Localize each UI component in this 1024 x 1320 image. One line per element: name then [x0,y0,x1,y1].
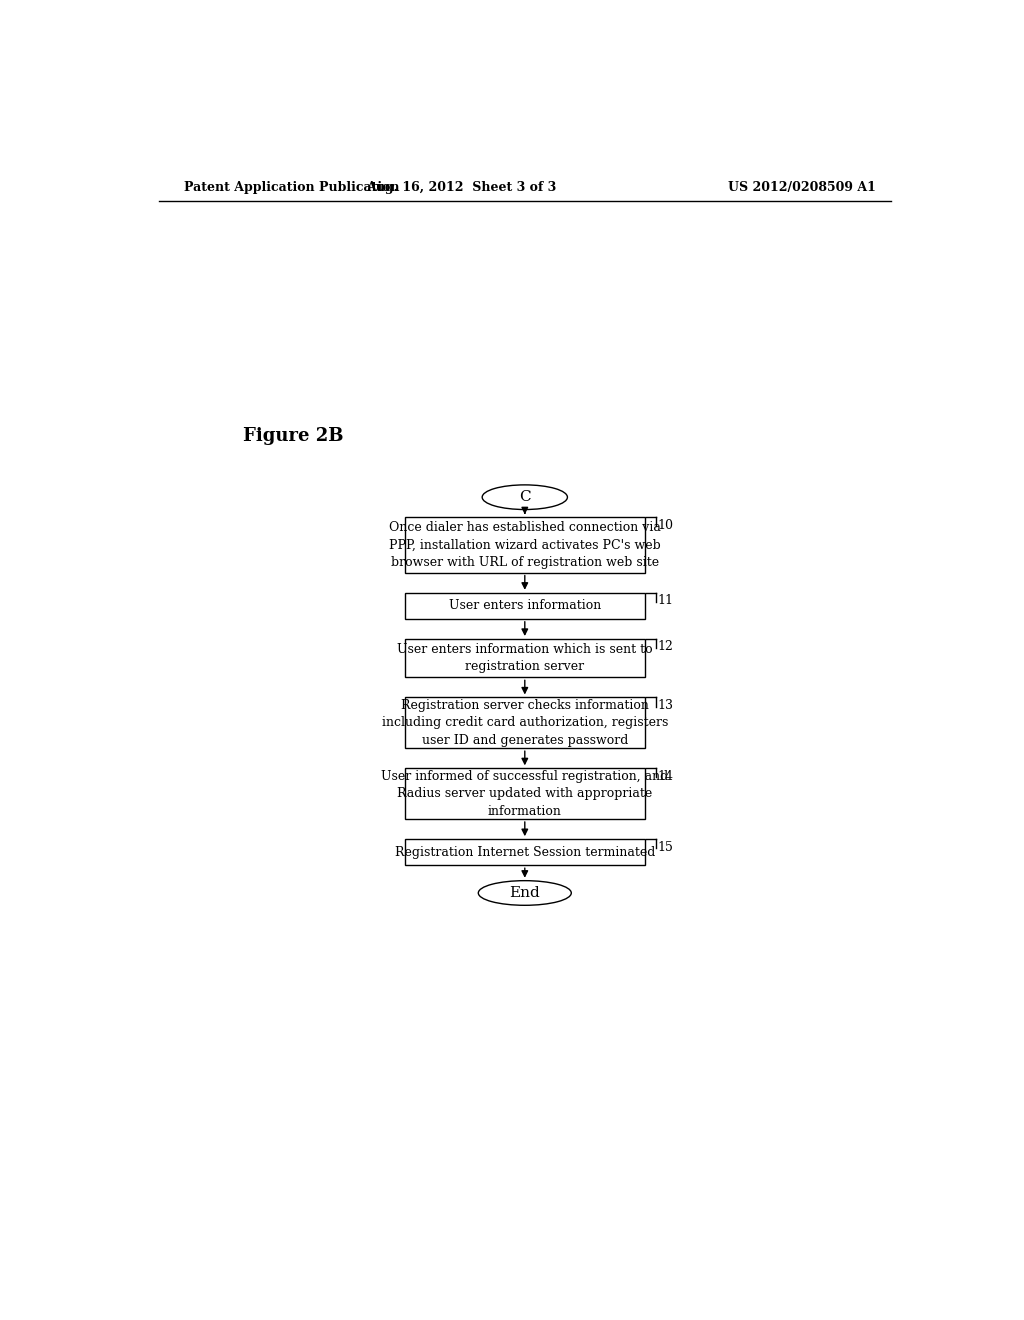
Text: 13: 13 [657,700,674,711]
Text: C: C [519,490,530,504]
Text: 10: 10 [657,519,674,532]
Text: Once dialer has established connection via
PPP, installation wizard activates PC: Once dialer has established connection v… [389,521,660,569]
Text: End: End [509,886,541,900]
Text: US 2012/0208509 A1: US 2012/0208509 A1 [728,181,877,194]
Text: Registration Internet Session terminated: Registration Internet Session terminated [394,846,655,859]
Text: Patent Application Publication: Patent Application Publication [183,181,399,194]
Text: Registration server checks information
including credit card authorization, regi: Registration server checks information i… [382,698,668,747]
Ellipse shape [482,484,567,510]
FancyBboxPatch shape [404,517,645,573]
Ellipse shape [478,880,571,906]
Text: User enters information which is sent to
registration server: User enters information which is sent to… [397,643,652,673]
Text: 15: 15 [657,841,673,854]
Text: Figure 2B: Figure 2B [243,426,343,445]
Text: 11: 11 [657,594,674,607]
FancyBboxPatch shape [404,639,645,677]
Text: Aug. 16, 2012  Sheet 3 of 3: Aug. 16, 2012 Sheet 3 of 3 [367,181,556,194]
Text: 14: 14 [657,770,674,783]
Text: 12: 12 [657,640,673,653]
FancyBboxPatch shape [404,768,645,818]
FancyBboxPatch shape [404,840,645,866]
FancyBboxPatch shape [404,697,645,748]
Text: User enters information: User enters information [449,599,601,612]
Text: User informed of successful registration, and
Radius server updated with appropr: User informed of successful registration… [381,770,669,817]
FancyBboxPatch shape [404,593,645,619]
